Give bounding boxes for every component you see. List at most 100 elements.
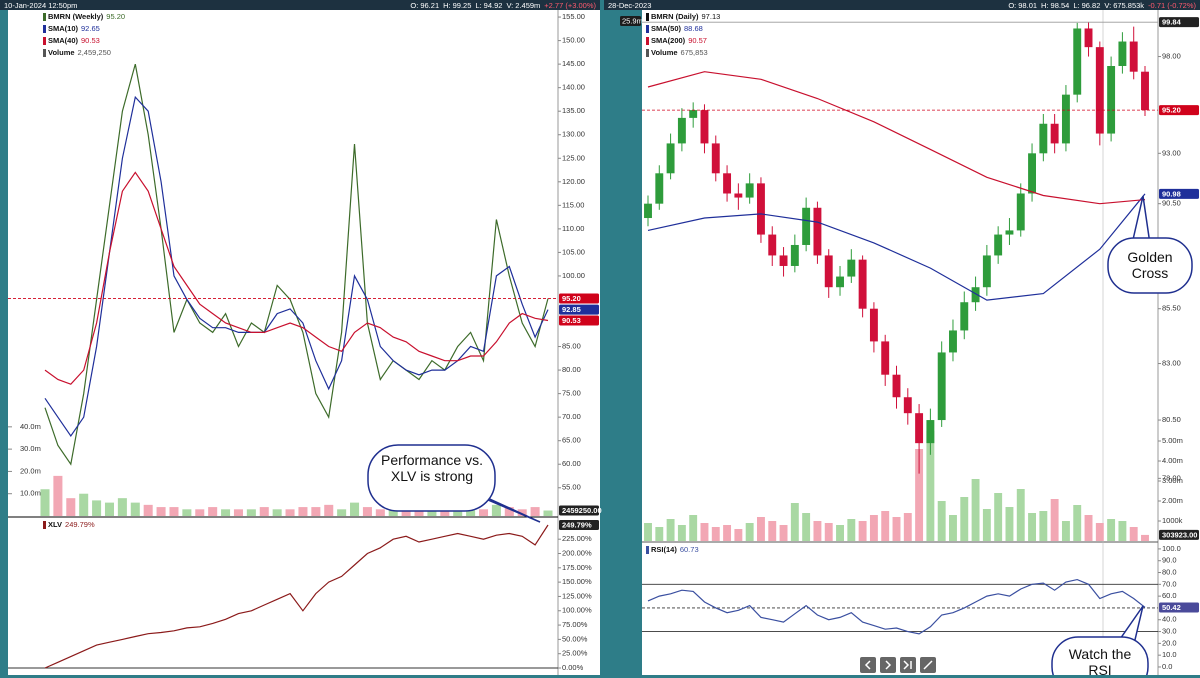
price-marker-label: 303923.00 [1162, 530, 1197, 539]
legend-name: XLV [48, 520, 62, 529]
price-marker-label: 50.42 [1162, 603, 1181, 612]
volume-scale-box [620, 16, 641, 26]
candle-body [689, 110, 698, 118]
y-tick-label: 100.00% [562, 606, 592, 615]
volume-bar [1073, 505, 1082, 541]
volume-bar [677, 525, 686, 541]
candle-body [1129, 41, 1138, 72]
legend-value: 92.65 [81, 24, 100, 33]
y-tick-label: 40.0 [1162, 615, 1177, 624]
volume-bar [836, 525, 844, 541]
volume-bar [66, 498, 76, 516]
candle-body [937, 352, 946, 421]
legend-label: RSI(14) 60.73 [651, 545, 699, 554]
y-tick-label: 110.00 [562, 224, 584, 233]
y-tick-label: 0.00% [562, 663, 584, 672]
volume-bar [517, 509, 527, 516]
volume-bar [949, 515, 957, 541]
candle-body [666, 143, 675, 174]
price-marker-label: 92.85 [562, 305, 581, 314]
volume-bar [79, 493, 89, 516]
volume-bar [92, 500, 102, 516]
volume-bar [926, 431, 935, 541]
price-marker [559, 519, 599, 530]
price-marker [1159, 17, 1199, 28]
volume-bar [130, 502, 140, 516]
volume-bar [689, 515, 698, 541]
y-tick-label: 115.00 [562, 200, 584, 209]
callout [1051, 605, 1149, 675]
field: V: 675.853k [1104, 0, 1145, 10]
candle-body [1095, 47, 1104, 134]
volume-bar [182, 509, 192, 516]
y-tick-label: 130.00 [562, 130, 585, 139]
volume-bar [388, 509, 398, 516]
candle-body [892, 374, 901, 398]
volume-tick-label: 30.0m [20, 444, 41, 453]
series-line [647, 71, 1146, 205]
top-bar: 10-Jan-2024 12:50pm O: 96.21 H: 99.25 L: 94… [0, 0, 600, 10]
volume-bar [543, 510, 553, 516]
candle-body [847, 259, 856, 277]
y-tick-label: 65.00 [562, 436, 581, 445]
legend-value: 2,459,250 [78, 48, 111, 57]
legend-name: RSI(14) [651, 545, 677, 554]
volume-bar [259, 507, 269, 516]
candle-body [858, 259, 867, 309]
y-tick-label: 30.0 [1162, 627, 1177, 636]
legend-name: SMA(50) [651, 24, 682, 33]
legend-name: SMA(40) [48, 36, 79, 45]
volume-bar [337, 509, 347, 516]
candle-body [915, 413, 924, 444]
volume-bar [272, 509, 282, 516]
volume-bar [1005, 507, 1014, 541]
y-tick-label: 200.00% [562, 548, 592, 557]
legend-swatch [646, 546, 649, 554]
candle-body [869, 308, 878, 342]
series-line [647, 578, 1146, 635]
nav-next[interactable] [880, 657, 896, 673]
nav-prev[interactable] [860, 657, 876, 673]
volume-scale-label: 25.9m [622, 16, 643, 25]
candle-body [768, 234, 777, 256]
volume-bar [246, 509, 256, 516]
volume-bar [723, 525, 732, 541]
volume-bar [813, 521, 822, 541]
volume-bar [903, 513, 912, 541]
y-tick-label: 75.00% [562, 620, 588, 629]
volume-bar [960, 497, 969, 541]
candle-body [1005, 230, 1014, 235]
field: O: 98.01 [1008, 0, 1038, 10]
legend-value: 249.79% [65, 520, 95, 529]
candle-body [1050, 123, 1059, 144]
candle-body [960, 302, 969, 331]
candle-body [1016, 193, 1025, 231]
y-tick-label: 70.00 [562, 412, 581, 421]
y-tick-label: 100.0 [1162, 544, 1181, 553]
volume-bar [143, 504, 153, 516]
candle-body [1118, 41, 1127, 67]
volume-bar [745, 523, 754, 541]
legend-swatch [43, 49, 46, 57]
price-marker [559, 304, 599, 315]
price-marker [1159, 529, 1199, 540]
volume-bar [1118, 521, 1127, 541]
volume-bar [711, 527, 720, 541]
volume-tick-label: 20.0m [20, 466, 41, 475]
y-tick-label: 70.0 [1162, 579, 1177, 588]
volume-bar [208, 507, 218, 516]
y-tick-label: 80.00 [562, 365, 581, 374]
volume-bar [104, 502, 115, 516]
right-panel [642, 10, 1200, 675]
candle-body [881, 341, 890, 375]
candle-body [1107, 66, 1116, 134]
volume-bar [401, 509, 411, 516]
legend-swatch [43, 13, 46, 21]
y-tick-label: 125.00 [562, 153, 585, 162]
legend-swatch [43, 521, 46, 529]
y-tick-label: 10.0 [1162, 650, 1177, 659]
price-marker [559, 315, 599, 326]
legend-label: SMA(40) 90.53 [48, 36, 100, 45]
price-marker-label: 95.20 [1162, 106, 1181, 115]
candle-body [994, 234, 1003, 256]
